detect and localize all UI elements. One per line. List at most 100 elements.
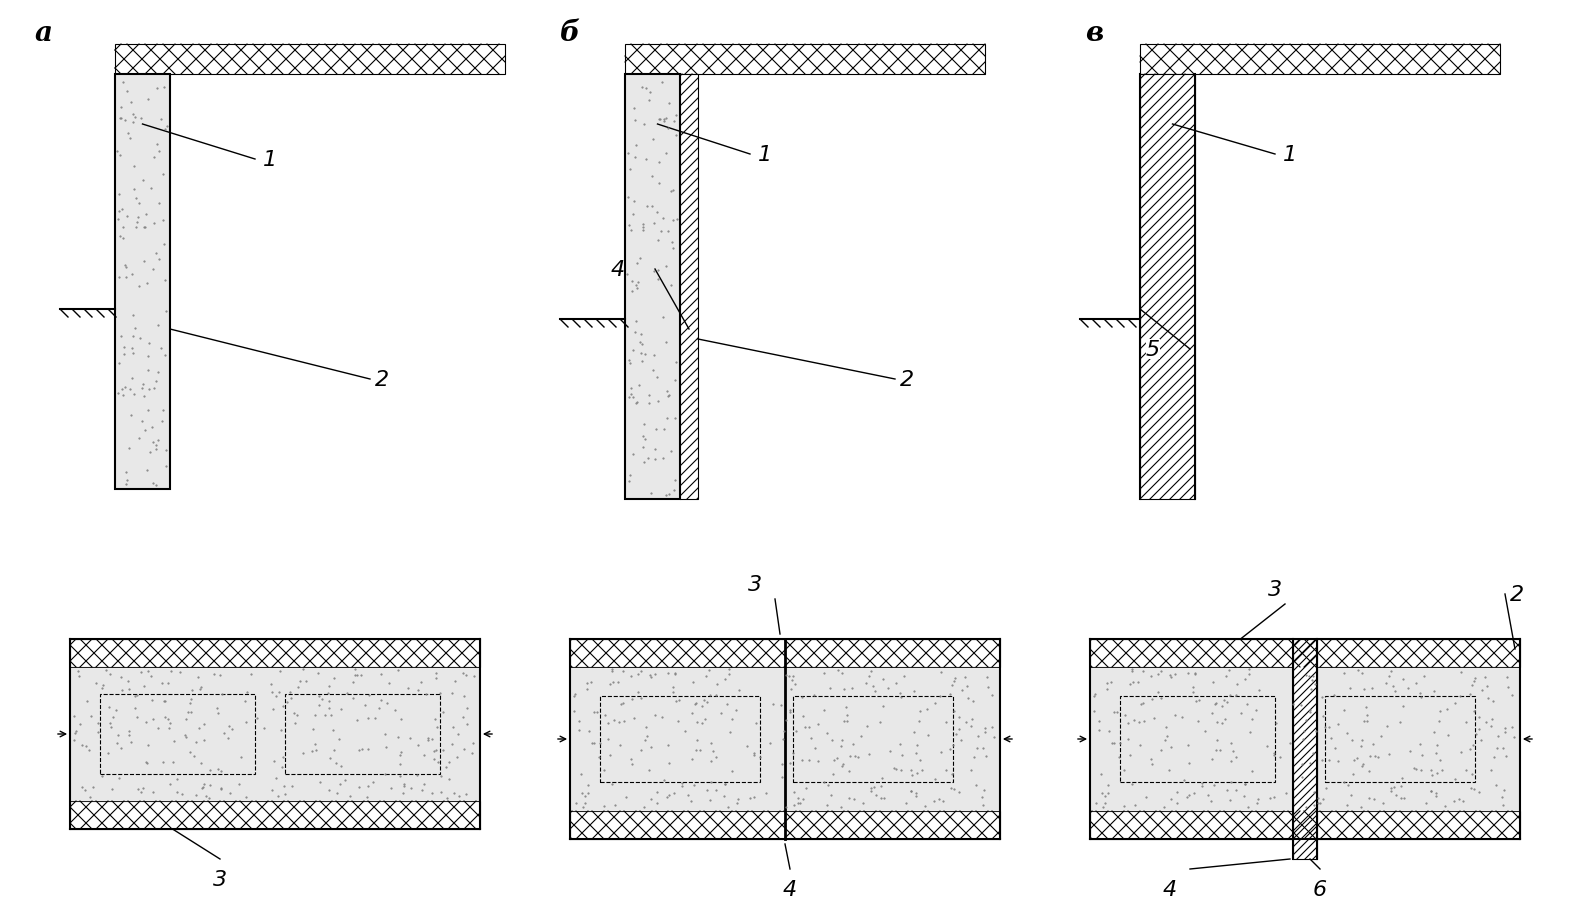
Point [1199, 752, 1224, 766]
Point [696, 663, 722, 677]
Point [181, 749, 207, 764]
Point [342, 668, 367, 683]
Point [151, 81, 176, 96]
Point [782, 785, 808, 800]
Point [1436, 728, 1461, 743]
Point [308, 776, 334, 790]
Point [620, 208, 646, 222]
Point [646, 263, 671, 278]
Point [1379, 784, 1404, 799]
Point [157, 777, 183, 791]
Point [941, 704, 967, 719]
Point [186, 720, 211, 735]
Point [375, 676, 401, 691]
Point [903, 789, 929, 804]
Point [1218, 736, 1243, 751]
Point [1317, 753, 1342, 767]
Point [646, 113, 671, 128]
Point [684, 743, 709, 758]
Point [1111, 763, 1137, 777]
Point [372, 766, 398, 781]
Point [1407, 689, 1433, 704]
Point [859, 664, 884, 678]
Point [1301, 669, 1326, 684]
Point [1237, 724, 1262, 739]
Point [867, 715, 892, 730]
Point [1138, 692, 1164, 707]
Point [118, 382, 143, 397]
Point [318, 750, 343, 765]
Point [1234, 697, 1259, 711]
Point [122, 700, 148, 715]
Point [1379, 664, 1404, 678]
Point [302, 737, 328, 752]
Point [870, 699, 895, 714]
Point [1289, 732, 1315, 746]
Point [828, 739, 854, 754]
Point [1404, 762, 1429, 777]
Bar [1119, 696, 1275, 782]
Point [881, 761, 906, 776]
Point [1134, 789, 1159, 804]
Point [1421, 684, 1447, 698]
Point [356, 742, 382, 756]
Point [183, 735, 208, 750]
Point [1356, 748, 1382, 763]
Point [208, 782, 234, 797]
Text: 3: 3 [213, 869, 227, 889]
Point [660, 680, 685, 695]
Point [138, 668, 164, 683]
Point [153, 710, 178, 725]
Point [445, 750, 471, 765]
Point [811, 666, 836, 681]
Point [1493, 749, 1518, 764]
Point [382, 703, 407, 718]
Point [663, 412, 688, 426]
Point [1154, 720, 1180, 735]
Point [943, 727, 968, 742]
Point [302, 708, 328, 722]
Point [301, 721, 326, 736]
Point [716, 663, 741, 677]
Point [108, 742, 134, 756]
Point [208, 781, 234, 796]
Point [332, 773, 358, 788]
Point [232, 694, 258, 709]
Point [964, 777, 989, 792]
Point [208, 764, 234, 778]
Point [143, 438, 169, 453]
Point [636, 389, 661, 403]
Point [738, 790, 763, 805]
Point [1088, 766, 1113, 781]
Point [1158, 763, 1183, 777]
Point [806, 754, 832, 768]
Point [898, 784, 924, 799]
Point [1111, 708, 1137, 722]
Point [596, 732, 622, 746]
Point [176, 697, 202, 711]
Point [929, 744, 954, 759]
Point [661, 786, 687, 800]
Point [372, 740, 398, 754]
Point [1447, 689, 1472, 704]
Point [617, 474, 642, 489]
Point [630, 81, 655, 96]
Point [902, 684, 927, 698]
Point [129, 111, 154, 126]
Point [652, 115, 677, 130]
Point [660, 685, 685, 699]
Point [1138, 669, 1164, 684]
Point [461, 669, 487, 684]
Point [692, 712, 717, 727]
Point [196, 790, 221, 805]
Point [1460, 677, 1485, 692]
Point [1175, 738, 1200, 753]
Point [975, 679, 1000, 694]
Point [270, 699, 296, 714]
Point [191, 780, 216, 795]
Point [1318, 732, 1344, 746]
Point [630, 221, 655, 235]
Point [1490, 798, 1515, 812]
Point [134, 208, 159, 222]
Text: 5: 5 [1146, 340, 1161, 359]
